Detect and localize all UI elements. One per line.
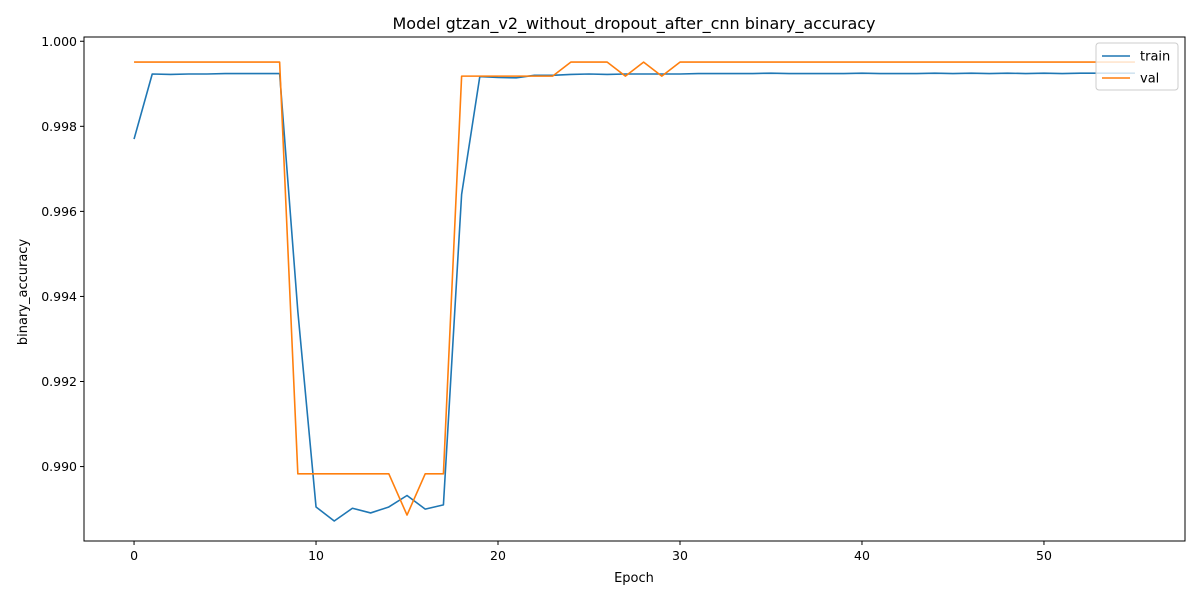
legend: train val bbox=[1095, 42, 1179, 91]
chart-title: Model gtzan_v2_without_dropout_after_cnn… bbox=[392, 14, 875, 34]
y-tick-label: 0.998 bbox=[41, 119, 77, 134]
x-tick-label: 20 bbox=[490, 548, 506, 563]
x-tick-label: 10 bbox=[308, 548, 324, 563]
y-axis-label: binary_accuracy bbox=[16, 239, 31, 346]
series-layer bbox=[133, 61, 1135, 522]
x-tick-label: 50 bbox=[1036, 548, 1052, 563]
y-axis: 0.990 0.992 0.994 0.996 0.998 1.000 bbox=[41, 34, 84, 474]
legend-label-val: val bbox=[1140, 72, 1159, 87]
y-tick-label: 0.994 bbox=[41, 289, 77, 304]
x-axis-label: Epoch bbox=[614, 571, 654, 586]
legend-label-train: train bbox=[1140, 50, 1170, 65]
y-tick-label: 0.992 bbox=[41, 374, 77, 389]
series-line-val bbox=[134, 61, 1135, 516]
y-tick-label: 1.000 bbox=[41, 34, 77, 49]
y-tick-label: 0.996 bbox=[41, 204, 77, 219]
x-tick-label: 40 bbox=[854, 548, 870, 563]
series-line-train bbox=[133, 72, 1135, 522]
x-tick-label: 0 bbox=[130, 548, 138, 563]
plot-area-frame bbox=[83, 36, 1186, 542]
y-tick-label: 0.990 bbox=[41, 459, 77, 474]
x-axis: 0 10 20 30 40 50 bbox=[130, 541, 1052, 563]
x-tick-label: 30 bbox=[672, 548, 688, 563]
